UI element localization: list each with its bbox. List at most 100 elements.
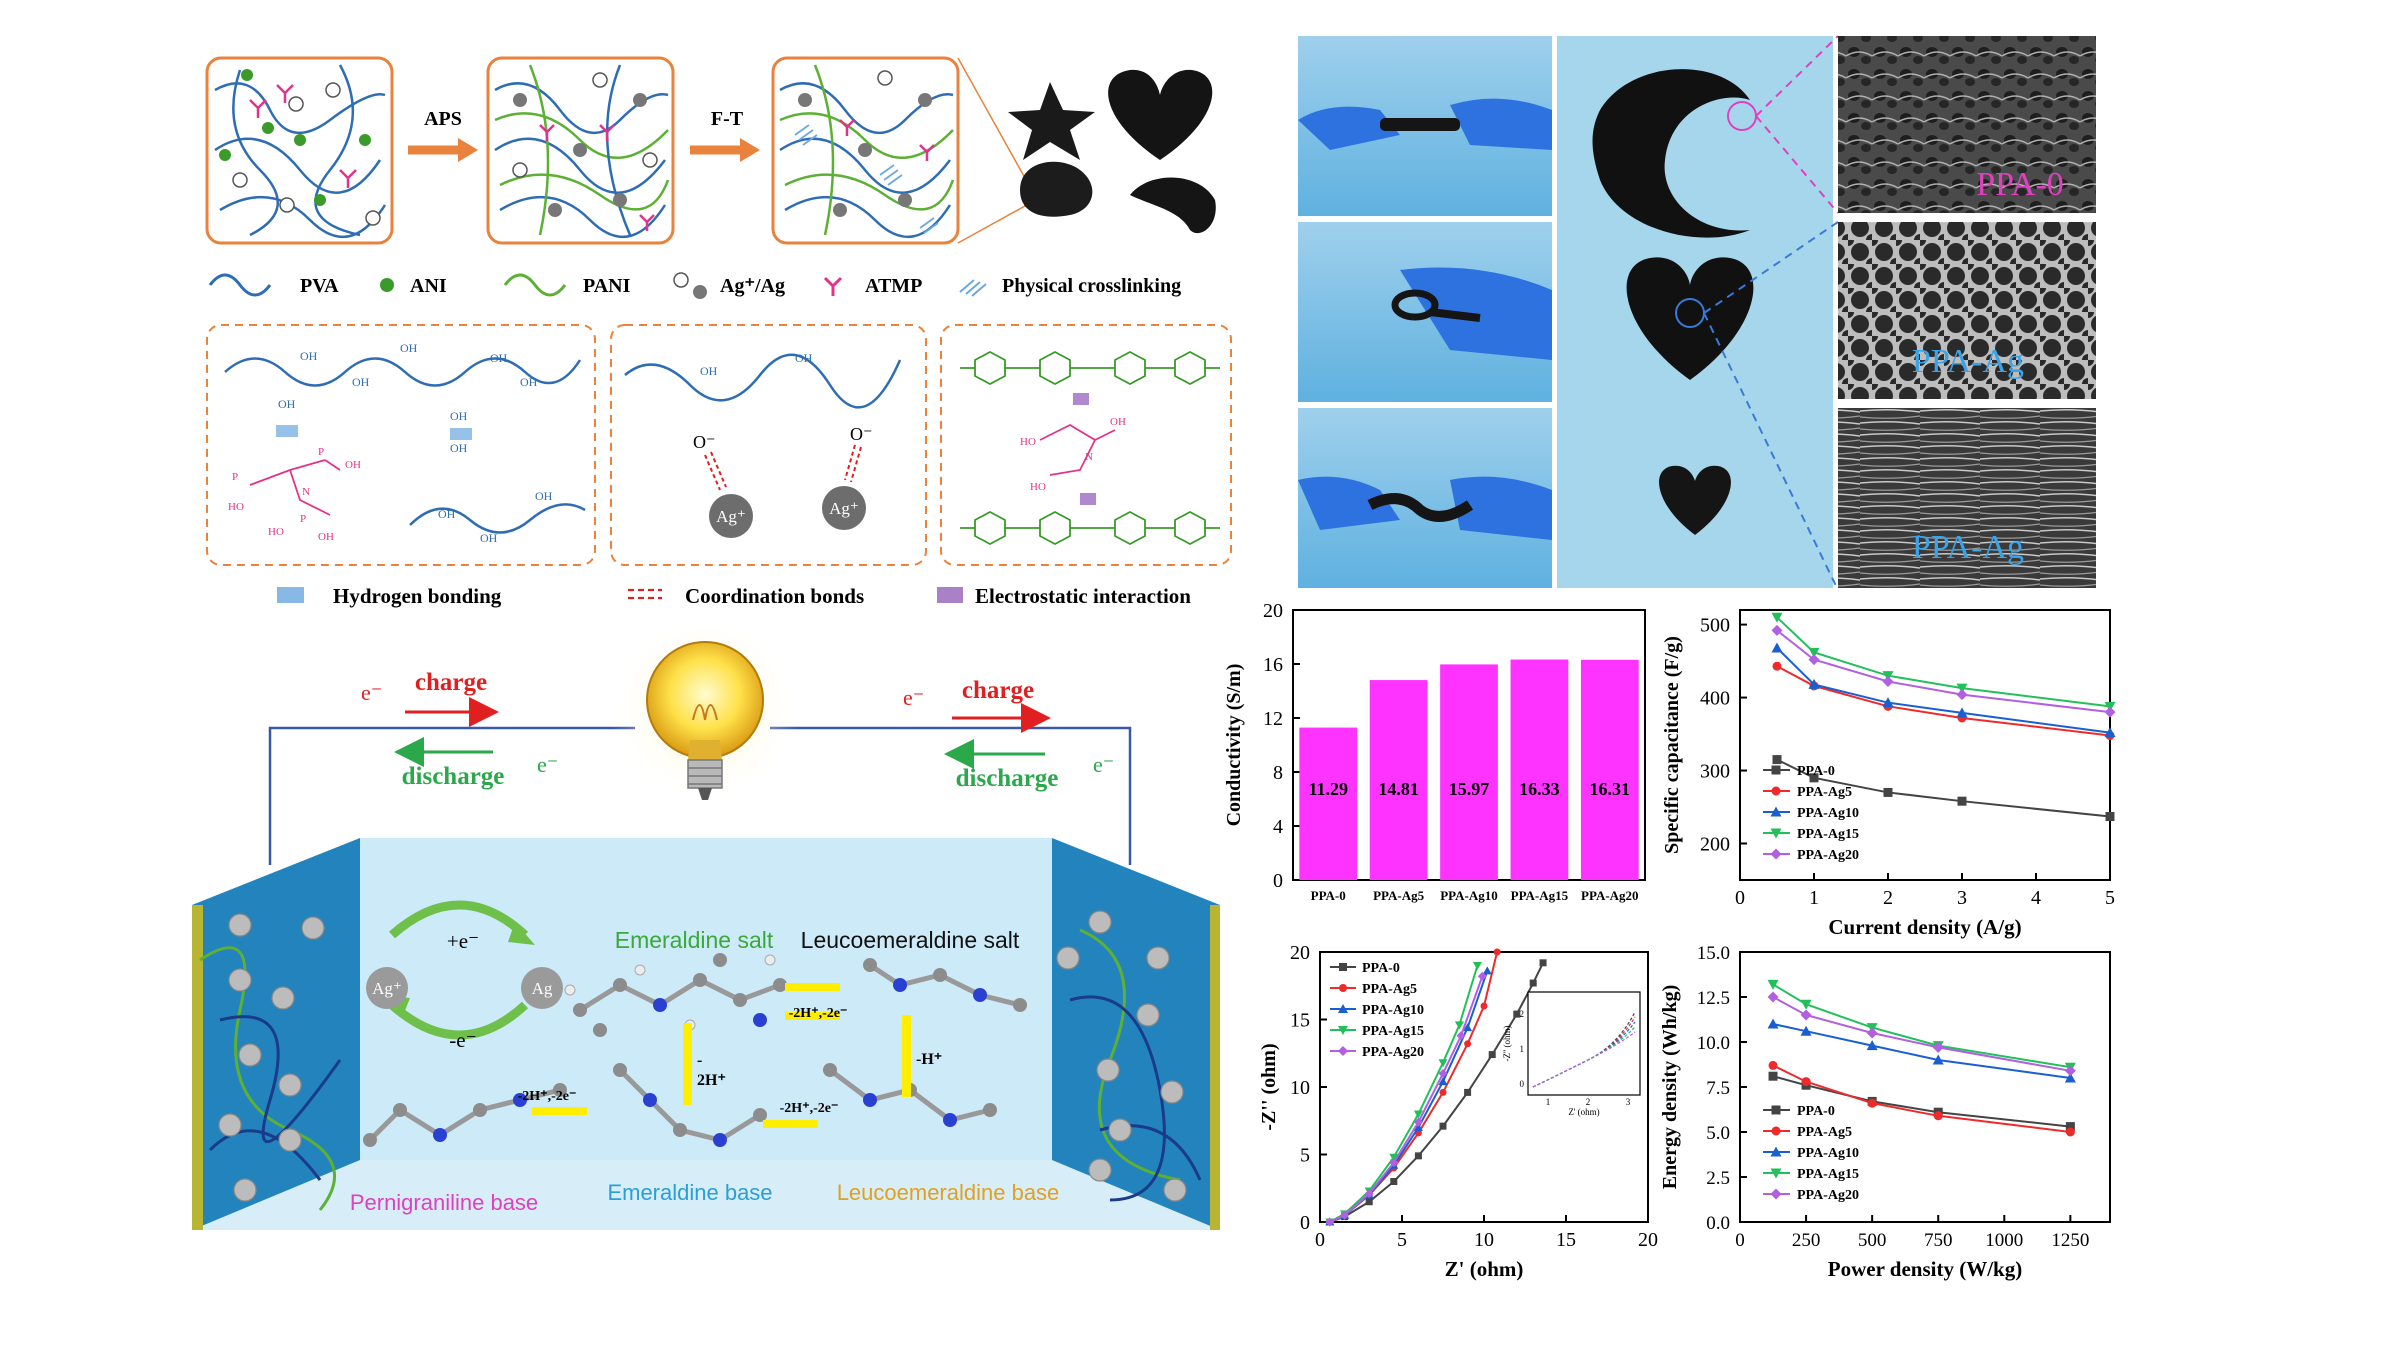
legend-label: PPA-Ag20 <box>1362 1045 1424 1060</box>
legend-label: PPA-Ag10 <box>1362 1003 1424 1018</box>
svg-text:OH: OH <box>278 397 296 411</box>
heart-hydrogel-photo-large <box>1626 257 1754 380</box>
data-point <box>1933 1111 1943 1121</box>
leucoemeraldine-base-label: Leucoemeraldine base <box>837 1180 1060 1205</box>
pernigraniline-base-molecule <box>363 1083 567 1147</box>
data-point <box>1454 1021 1464 1030</box>
series-line <box>1772 1023 2071 1079</box>
legend-label: PPA-Ag15 <box>1797 827 1859 842</box>
data-point <box>1808 678 1820 689</box>
x-tick-label: 250 <box>1792 1230 1821 1251</box>
pva-legend-label: PVA <box>300 275 339 297</box>
x-tick-label: 4 <box>2031 887 2041 909</box>
conductivity-bar-chart: 0 4 8 12 16 20 11.29 PPA-0 14.81 PPA-Ag5 15.97 PPA-… <box>1223 600 1646 903</box>
legend-marker <box>1770 848 1782 860</box>
emeraldine-base-molecule <box>613 1063 767 1147</box>
svg-text:Ag⁺: Ag⁺ <box>829 499 859 518</box>
data-point <box>1414 1152 1422 1160</box>
x-category-label: PPA-Ag5 <box>1373 888 1425 903</box>
x-tick-label: 10 <box>1474 1229 1494 1251</box>
data-point <box>1340 1210 1350 1220</box>
step-label-dash: - <box>697 1052 702 1069</box>
data-point <box>1767 979 1779 990</box>
conductivity-bar <box>1299 727 1358 880</box>
atmp-structure-labels: P P N P HO OH HO OH <box>228 446 361 543</box>
legend-label: PPA-0 <box>1362 961 1400 976</box>
x-tick-label: 2 <box>1883 887 1893 909</box>
data-point <box>1771 612 1783 623</box>
ag-legend-label: Ag⁺/Ag <box>720 275 785 297</box>
series-line <box>1772 983 2071 1069</box>
pani-symbol <box>503 273 567 297</box>
drop-hydrogel-sample <box>1020 161 1093 217</box>
emeraldine-salt-label: Emeraldine salt <box>615 927 774 953</box>
data-point <box>1464 1040 1472 1048</box>
right-discharge-label: discharge <box>956 765 1059 792</box>
bar-value-label: 11.29 <box>1308 779 1348 799</box>
physical-crosslinking-symbol <box>959 279 987 297</box>
data-point <box>1768 1071 1778 1081</box>
data-point <box>1808 654 1820 666</box>
left-electron-discharge-label: e⁻ <box>537 752 558 777</box>
svg-text:P: P <box>300 513 306 525</box>
y-tick-label: 0.0 <box>1706 1213 1730 1234</box>
inset-y-axis-label: -Z'' (ohm) <box>1502 1026 1512 1062</box>
data-point <box>1413 1123 1423 1131</box>
sem-image-ppa0 <box>1838 36 2096 213</box>
inset-x-tick-label: 1 <box>1546 1097 1551 1107</box>
x-tick-label: 1250 <box>2051 1230 2089 1251</box>
y-tick-label: 10.0 <box>1697 1033 1730 1054</box>
y-tick-label: 4 <box>1273 816 1283 838</box>
svg-text:OH: OH <box>345 459 361 471</box>
data-point <box>1325 1217 1335 1227</box>
step-label-2h: 2H⁺ <box>697 1072 726 1089</box>
data-point <box>1801 1077 1811 1087</box>
aps-label: APS <box>424 108 462 130</box>
data-point <box>1438 1059 1448 1068</box>
data-point <box>1808 647 1820 658</box>
legend-label: PPA-0 <box>1797 1104 1835 1119</box>
ani-symbol <box>380 278 394 292</box>
inset-x-axis-label: Z' (ohm) <box>1568 1107 1599 1117</box>
sem-label-ppa-ag-1: PPA-Ag <box>1912 343 2024 380</box>
x-tick-label: 0 <box>1315 1229 1325 1251</box>
data-point <box>1480 1002 1488 1010</box>
left-electron-label: e⁻ <box>361 680 382 705</box>
data-point <box>2104 706 2116 718</box>
data-point <box>1771 624 1783 636</box>
legend-label: PPA-Ag5 <box>1797 785 1852 800</box>
x-category-label: PPA-Ag10 <box>1440 888 1498 903</box>
legend-marker <box>1338 1046 1348 1056</box>
svg-text:OH: OH <box>450 441 468 455</box>
legend-marker <box>1338 1004 1348 1013</box>
x-tick-label: 0 <box>1735 1230 1745 1251</box>
y-tick-label: 200 <box>1700 834 1730 856</box>
plot-frame <box>1739 951 2111 1223</box>
data-point <box>1866 1027 1878 1039</box>
svg-text:OH: OH <box>535 489 553 503</box>
y-axis-label: -Z'' (ohm) <box>1258 1043 1280 1130</box>
left-discharge-label: discharge <box>402 763 505 790</box>
physical-crosslinking-label: Physical crosslinking <box>1002 275 1181 297</box>
ag-ion-symbol <box>673 272 689 288</box>
legend-marker <box>1770 1188 1782 1200</box>
inset-x-tick-label: 2 <box>1586 1097 1591 1107</box>
svg-text:OH: OH <box>352 375 370 389</box>
svg-text:N: N <box>1085 451 1093 463</box>
legend-marker <box>1770 1146 1782 1157</box>
legend-label: PPA-Ag15 <box>1797 1167 1859 1182</box>
data-point <box>1477 971 1487 981</box>
data-point <box>1956 689 1968 701</box>
svg-text:HO: HO <box>268 526 284 538</box>
svg-text:Ag: Ag <box>532 979 553 998</box>
data-point <box>1957 796 1967 806</box>
y-tick-label: 16 <box>1263 654 1283 676</box>
x-tick-label: 20 <box>1638 1229 1658 1251</box>
ag-node <box>521 967 563 1009</box>
ag-symbol <box>693 285 707 299</box>
series-line <box>1772 1075 2071 1128</box>
series-line <box>1329 975 1484 1223</box>
svg-text:OH: OH <box>318 531 334 543</box>
y-tick-label: 300 <box>1700 761 1730 783</box>
legend-marker <box>1770 806 1782 817</box>
